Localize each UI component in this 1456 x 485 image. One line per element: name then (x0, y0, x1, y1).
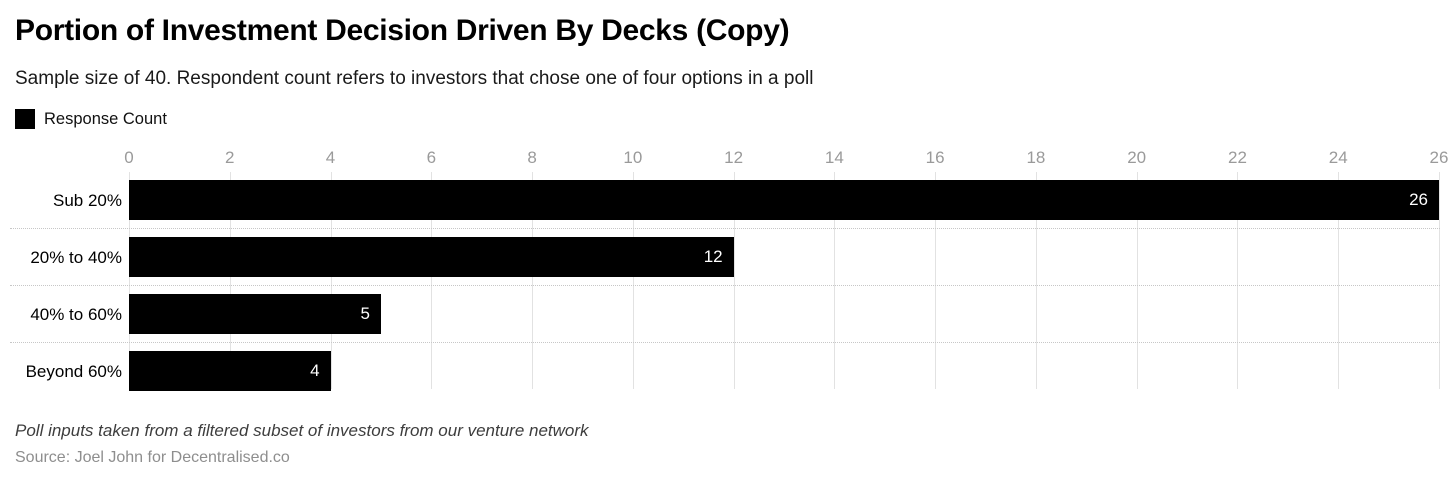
x-axis-tick-label: 26 (1429, 148, 1449, 167)
chart-title: Portion of Investment Decision Driven By… (15, 14, 790, 47)
x-axis-tick-label: 14 (824, 148, 844, 167)
gridline (1035, 172, 1037, 389)
x-axis-tick-label: 2 (225, 148, 235, 167)
legend: Response Count (15, 109, 167, 129)
category-label: 40% to 60% (30, 305, 122, 324)
category-label: 20% to 40% (30, 248, 122, 267)
gridline (229, 172, 231, 389)
x-axis-tick-label: 22 (1227, 148, 1247, 167)
chart-rows: Sub 20% 26 20% to 40% 12 40% to 60% 5 Beyond 6… (10, 172, 1440, 400)
chart-row: Sub 20% 26 (10, 172, 1440, 229)
chart-row: 40% to 60% 5 (10, 286, 1440, 343)
x-axis-tick-label: 6 (426, 148, 437, 167)
bar-chart-plot: 0 2 4 6 8 10 12 14 16 18 20 22 24 26 Sub 20% 26 20% to … (0, 140, 1456, 392)
x-axis-tick-label: 24 (1328, 148, 1348, 167)
bar-value-label: 26 (1409, 190, 1428, 209)
gridline (733, 172, 735, 389)
legend-label: Response Count (44, 109, 167, 128)
gridline (1237, 172, 1239, 389)
bar: 4 (129, 351, 331, 391)
bar: 5 (129, 294, 381, 334)
gridlines (129, 172, 1440, 389)
x-axis-tick-label: 4 (325, 148, 336, 167)
gridline (935, 172, 937, 389)
bar: 26 (129, 180, 1439, 220)
chart-footnote: Poll inputs taken from a filtered subset… (15, 421, 589, 440)
chart-source: Source: Joel John for Decentralised.co (15, 449, 290, 466)
category-label: Beyond 60% (25, 362, 122, 381)
gridline (129, 172, 130, 389)
bar-value-label: 5 (360, 304, 370, 323)
gridline (1439, 172, 1440, 389)
gridline (632, 172, 634, 389)
x-axis-tick-label: 16 (925, 148, 945, 167)
chart-row: 20% to 40% 12 (10, 229, 1440, 286)
x-axis-tick-label: 12 (724, 148, 744, 167)
gridline (431, 172, 433, 389)
gridline (532, 172, 534, 389)
x-axis-tick-label: 18 (1026, 148, 1046, 167)
gridline (834, 172, 836, 389)
x-axis-tick-label: 10 (623, 148, 643, 167)
chart-row: Beyond 60% 4 (10, 343, 1440, 400)
gridline (330, 172, 332, 389)
gridline (1136, 172, 1138, 389)
bar-value-label: 4 (310, 361, 320, 380)
bar-value-label: 12 (703, 247, 723, 266)
bar: 12 (129, 237, 734, 277)
x-axis-tick-label: 0 (124, 148, 134, 167)
gridline (1338, 172, 1340, 389)
category-label: Sub 20% (53, 191, 122, 210)
chart-subtitle: Sample size of 40. Respondent count refe… (15, 68, 814, 89)
x-axis-tick-label: 20 (1127, 148, 1147, 167)
x-axis-tick-label: 8 (527, 148, 537, 167)
legend-swatch-icon (15, 109, 35, 129)
